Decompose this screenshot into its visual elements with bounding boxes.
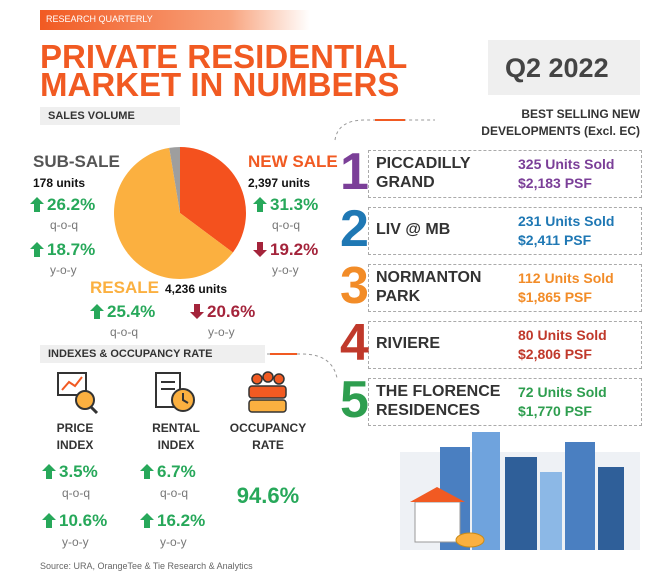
change: 3.5% <box>59 463 98 480</box>
up-arrow <box>90 304 104 319</box>
period: y-o-y <box>208 326 235 338</box>
heading: INDEXES & OCCUPANCY RATE <box>48 349 212 360</box>
source: Source: URA, OrangeTee & Tie Research & … <box>40 562 253 571</box>
change: 19.2% <box>270 241 318 258</box>
segment-name: RESALE <box>90 279 159 296</box>
units-sold: 72 Units Sold <box>518 385 607 399</box>
psf: $2,411 PSF <box>518 233 591 247</box>
rank: 3 <box>340 260 369 312</box>
index-name: RENTAL <box>148 422 204 434</box>
change: 6.7% <box>157 463 196 480</box>
period: y-o-y <box>62 536 89 548</box>
up-arrow <box>42 464 56 479</box>
period: q-o-q <box>110 326 138 338</box>
development-name: GRAND <box>376 175 435 191</box>
period: q-o-q <box>62 487 90 499</box>
period: y-o-y <box>272 264 299 276</box>
development-name: THE FLORENCE <box>376 384 500 400</box>
index-name: INDEX <box>55 439 95 451</box>
quarter: Q2 2022 <box>505 55 609 82</box>
segment-name: NEW SALE <box>248 153 338 170</box>
price-icon <box>55 370 100 415</box>
development-name: LIV @ MB <box>376 222 450 238</box>
units-sold: 112 Units Sold <box>518 271 614 285</box>
up-arrow <box>140 513 154 528</box>
period: q-o-q <box>272 219 300 231</box>
heading: DEVELOPMENTS (Excl. EC) <box>481 125 640 137</box>
change: 31.3% <box>270 196 318 213</box>
heading: BEST SELLING NEW <box>521 108 640 120</box>
down-arrow <box>190 304 204 319</box>
change: 16.2% <box>157 512 205 529</box>
rank: 5 <box>340 374 369 426</box>
tag: RESEARCH QUARTERLY <box>46 15 153 24</box>
change: 18.7% <box>47 241 95 258</box>
period: q-o-q <box>160 487 188 499</box>
psf: $1,865 PSF <box>518 290 592 304</box>
occupancy-value: 94.6% <box>228 485 308 507</box>
psf: $1,770 PSF <box>518 404 592 418</box>
up-arrow <box>140 464 154 479</box>
heading: SALES VOLUME <box>48 111 135 122</box>
psf: $2,806 PSF <box>518 347 592 361</box>
connector <box>330 112 440 142</box>
index-name: OCCUPANCY <box>228 422 308 434</box>
title: MARKET IN NUMBERS <box>40 68 399 101</box>
pie-chart <box>110 143 250 283</box>
up-arrow <box>30 197 44 212</box>
units-sold: 231 Units Sold <box>518 214 614 228</box>
development-name: NORMANTON <box>376 270 481 286</box>
period: q-o-q <box>50 219 78 231</box>
units: 2,397 units <box>248 177 310 189</box>
segment-name: SUB-SALE <box>33 153 120 170</box>
units-sold: 325 Units Sold <box>518 157 614 171</box>
infographic: RESEARCH QUARTERLY PRIVATE RESIDENTIAL M… <box>0 0 662 574</box>
change: 26.2% <box>47 196 95 213</box>
occupancy-icon <box>245 370 290 415</box>
change: 10.6% <box>59 512 107 529</box>
index-name: PRICE <box>55 422 95 434</box>
rank: 1 <box>340 146 369 198</box>
rental-icon <box>153 370 198 415</box>
change: 25.4% <box>107 303 155 320</box>
rank: 2 <box>340 203 369 255</box>
rank: 4 <box>340 317 369 369</box>
development-name: RIVIERE <box>376 336 440 352</box>
psf: $2,183 PSF <box>518 176 592 190</box>
units: 178 units <box>33 177 85 189</box>
index-name: RATE <box>228 439 308 451</box>
down-arrow <box>253 242 267 257</box>
development-name: RESIDENCES <box>376 403 480 419</box>
units-sold: 80 Units Sold <box>518 328 607 342</box>
development-name: PARK <box>376 289 420 305</box>
up-arrow <box>30 242 44 257</box>
up-arrow <box>253 197 267 212</box>
period: y-o-y <box>160 536 187 548</box>
city-illustration <box>400 432 640 550</box>
development-name: PICCADILLY <box>376 156 471 172</box>
units: 4,236 units <box>165 283 227 295</box>
period: y-o-y <box>50 264 77 276</box>
change: 20.6% <box>207 303 255 320</box>
index-name: INDEX <box>148 439 204 451</box>
up-arrow <box>42 513 56 528</box>
